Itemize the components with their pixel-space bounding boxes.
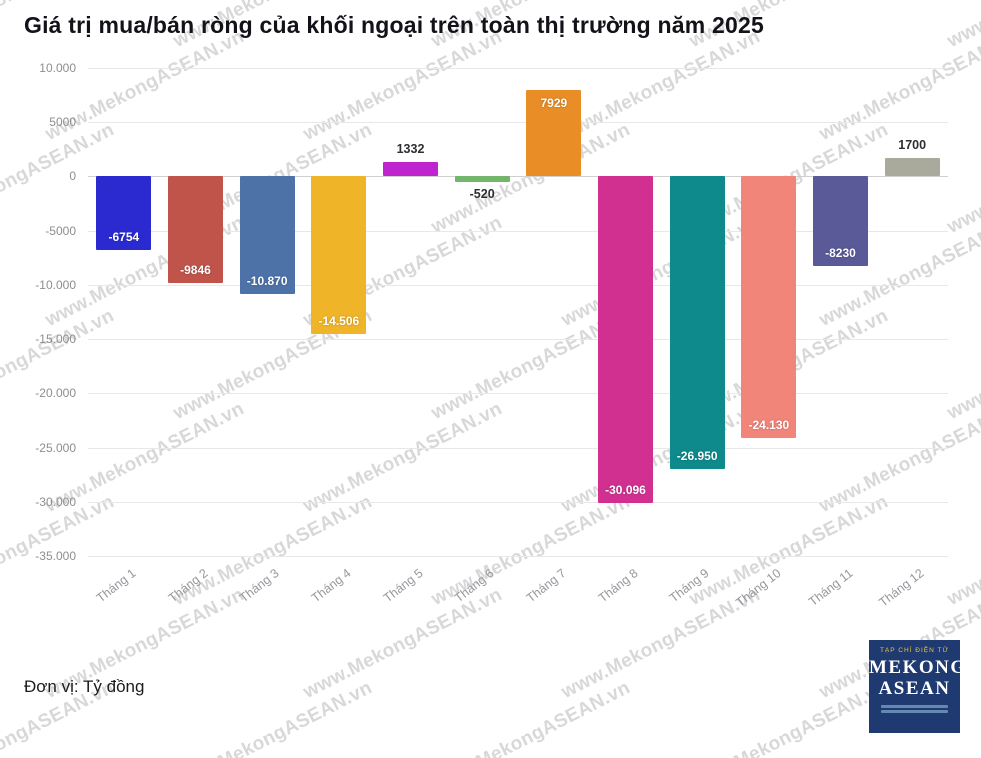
gridline bbox=[88, 122, 948, 124]
gridline bbox=[88, 556, 948, 557]
y-axis-tick-label: 0 bbox=[69, 169, 76, 184]
watermark-text: www.MekongASEAN.vn bbox=[169, 677, 376, 758]
unit-note: Đơn vị: Tỷ đồng bbox=[24, 677, 145, 696]
bar-value-label: -9846 bbox=[180, 263, 211, 278]
zero-gridline bbox=[88, 176, 948, 178]
bar-tháng-4: -14.506 bbox=[311, 176, 367, 334]
gridline bbox=[88, 447, 948, 449]
bar-value-label: 1700 bbox=[898, 138, 927, 152]
bar-value-label: -30.096 bbox=[605, 482, 646, 497]
x-axis-tick-label: Tháng 2 bbox=[165, 566, 211, 606]
watermark-text: www.MekongASEAN.vn bbox=[685, 677, 892, 758]
bar-tháng-12 bbox=[884, 158, 940, 177]
bar-tháng-6 bbox=[454, 176, 510, 183]
y-axis: 10.000 5000 0 -5000 -10.000 -15.000 -20.000 -25… bbox=[0, 61, 82, 563]
logo-small-text-lines bbox=[869, 705, 960, 713]
bar-value-label: -26.950 bbox=[676, 448, 718, 463]
y-axis-tick-label: -15.000 bbox=[35, 332, 76, 347]
watermark-text: www.MekongASEAN.vn bbox=[944, 0, 981, 53]
bar-tháng-8: -30.096 bbox=[598, 176, 653, 503]
x-axis-tick-label: Tháng 12 bbox=[876, 566, 927, 610]
bar-value-label: -10.870 bbox=[246, 274, 288, 289]
bar-tháng-9: -26.950 bbox=[669, 176, 725, 469]
watermark-text: www.MekongASEAN.vn bbox=[299, 584, 506, 703]
bar-value-label: 1332 bbox=[396, 141, 425, 156]
watermark-text: www.MekongASEAN.vn bbox=[943, 491, 981, 610]
gridline bbox=[88, 284, 948, 286]
gridline bbox=[88, 68, 948, 69]
bar-tháng-3: -10.870 bbox=[239, 176, 295, 295]
x-axis-tick-label: Tháng 10 bbox=[733, 566, 784, 610]
bar-tháng-10: -24.130 bbox=[741, 176, 797, 439]
bar-tháng-11: -8230 bbox=[813, 176, 868, 266]
bar-tháng-1: -6754 bbox=[96, 176, 152, 250]
y-axis-tick-label: -20.000 bbox=[35, 386, 76, 401]
logo-tagline: TẠP CHÍ ĐIỆN TỬ bbox=[879, 647, 950, 654]
bar-value-label: -6754 bbox=[108, 229, 140, 244]
watermark-text: www.MekongASEAN.vn bbox=[943, 305, 981, 424]
logo-small-line bbox=[881, 705, 948, 708]
x-axis-tick-label: Tháng 6 bbox=[452, 566, 497, 606]
gridline bbox=[88, 230, 948, 232]
bar-value-label: -24.130 bbox=[748, 418, 790, 433]
watermark-text: www.MekongASEAN.vn bbox=[943, 119, 981, 238]
y-axis-tick-label: -10.000 bbox=[35, 277, 76, 292]
bar-value-label: -520 bbox=[469, 187, 495, 202]
logo-name-mekong: MEKONG bbox=[869, 657, 967, 678]
bar-value-label: -8230 bbox=[825, 245, 856, 260]
watermark-text: www.MekongASEAN.vn bbox=[427, 677, 634, 758]
logo-name-asean: ASEAN bbox=[878, 678, 951, 699]
y-axis-tick-label: -30.000 bbox=[35, 494, 76, 509]
x-axis-tick-label: Tháng 1 bbox=[93, 566, 139, 606]
bar-value-label: -14.506 bbox=[318, 313, 360, 328]
mekong-asean-logo: TẠP CHÍ ĐIỆN TỬ MEKONG ASEAN bbox=[869, 640, 967, 733]
x-axis-tick-label: Tháng 8 bbox=[595, 566, 641, 606]
watermark-text: www.MekongASEAN.vn bbox=[557, 584, 764, 703]
bar-tháng-2: -9846 bbox=[168, 176, 223, 284]
y-axis-tick-label: -5000 bbox=[45, 223, 76, 238]
bar-value-label: 7929 bbox=[540, 96, 568, 111]
x-axis-tick-label: Tháng 7 bbox=[523, 566, 569, 606]
chart-title: Giá trị mua/bán ròng của khối ngoại trên… bbox=[24, 12, 764, 38]
x-axis-tick-label: Tháng 5 bbox=[380, 566, 426, 606]
gridline bbox=[88, 393, 948, 395]
gridline bbox=[88, 501, 948, 503]
y-axis-tick-label: 5000 bbox=[49, 115, 76, 130]
logo-small-line bbox=[881, 710, 948, 713]
y-axis-tick-label: -35.000 bbox=[35, 549, 76, 563]
y-axis-tick-label: 10.000 bbox=[39, 61, 76, 75]
plot-area: -6754 Tháng 1 -9846 Tháng 2 -10.870 Tháng 3 -1… bbox=[88, 68, 948, 610]
gridline bbox=[88, 339, 948, 341]
x-axis-tick-label: Tháng 3 bbox=[237, 566, 282, 606]
x-axis-tick-label: Tháng 11 bbox=[805, 566, 856, 609]
x-axis-tick-label: Tháng 4 bbox=[308, 566, 354, 606]
y-axis-tick-label: -25.000 bbox=[35, 440, 76, 455]
x-axis-tick-label: Tháng 9 bbox=[667, 566, 712, 606]
bar-tháng-7: 7929 bbox=[526, 90, 582, 177]
bar-tháng-5 bbox=[383, 161, 438, 177]
